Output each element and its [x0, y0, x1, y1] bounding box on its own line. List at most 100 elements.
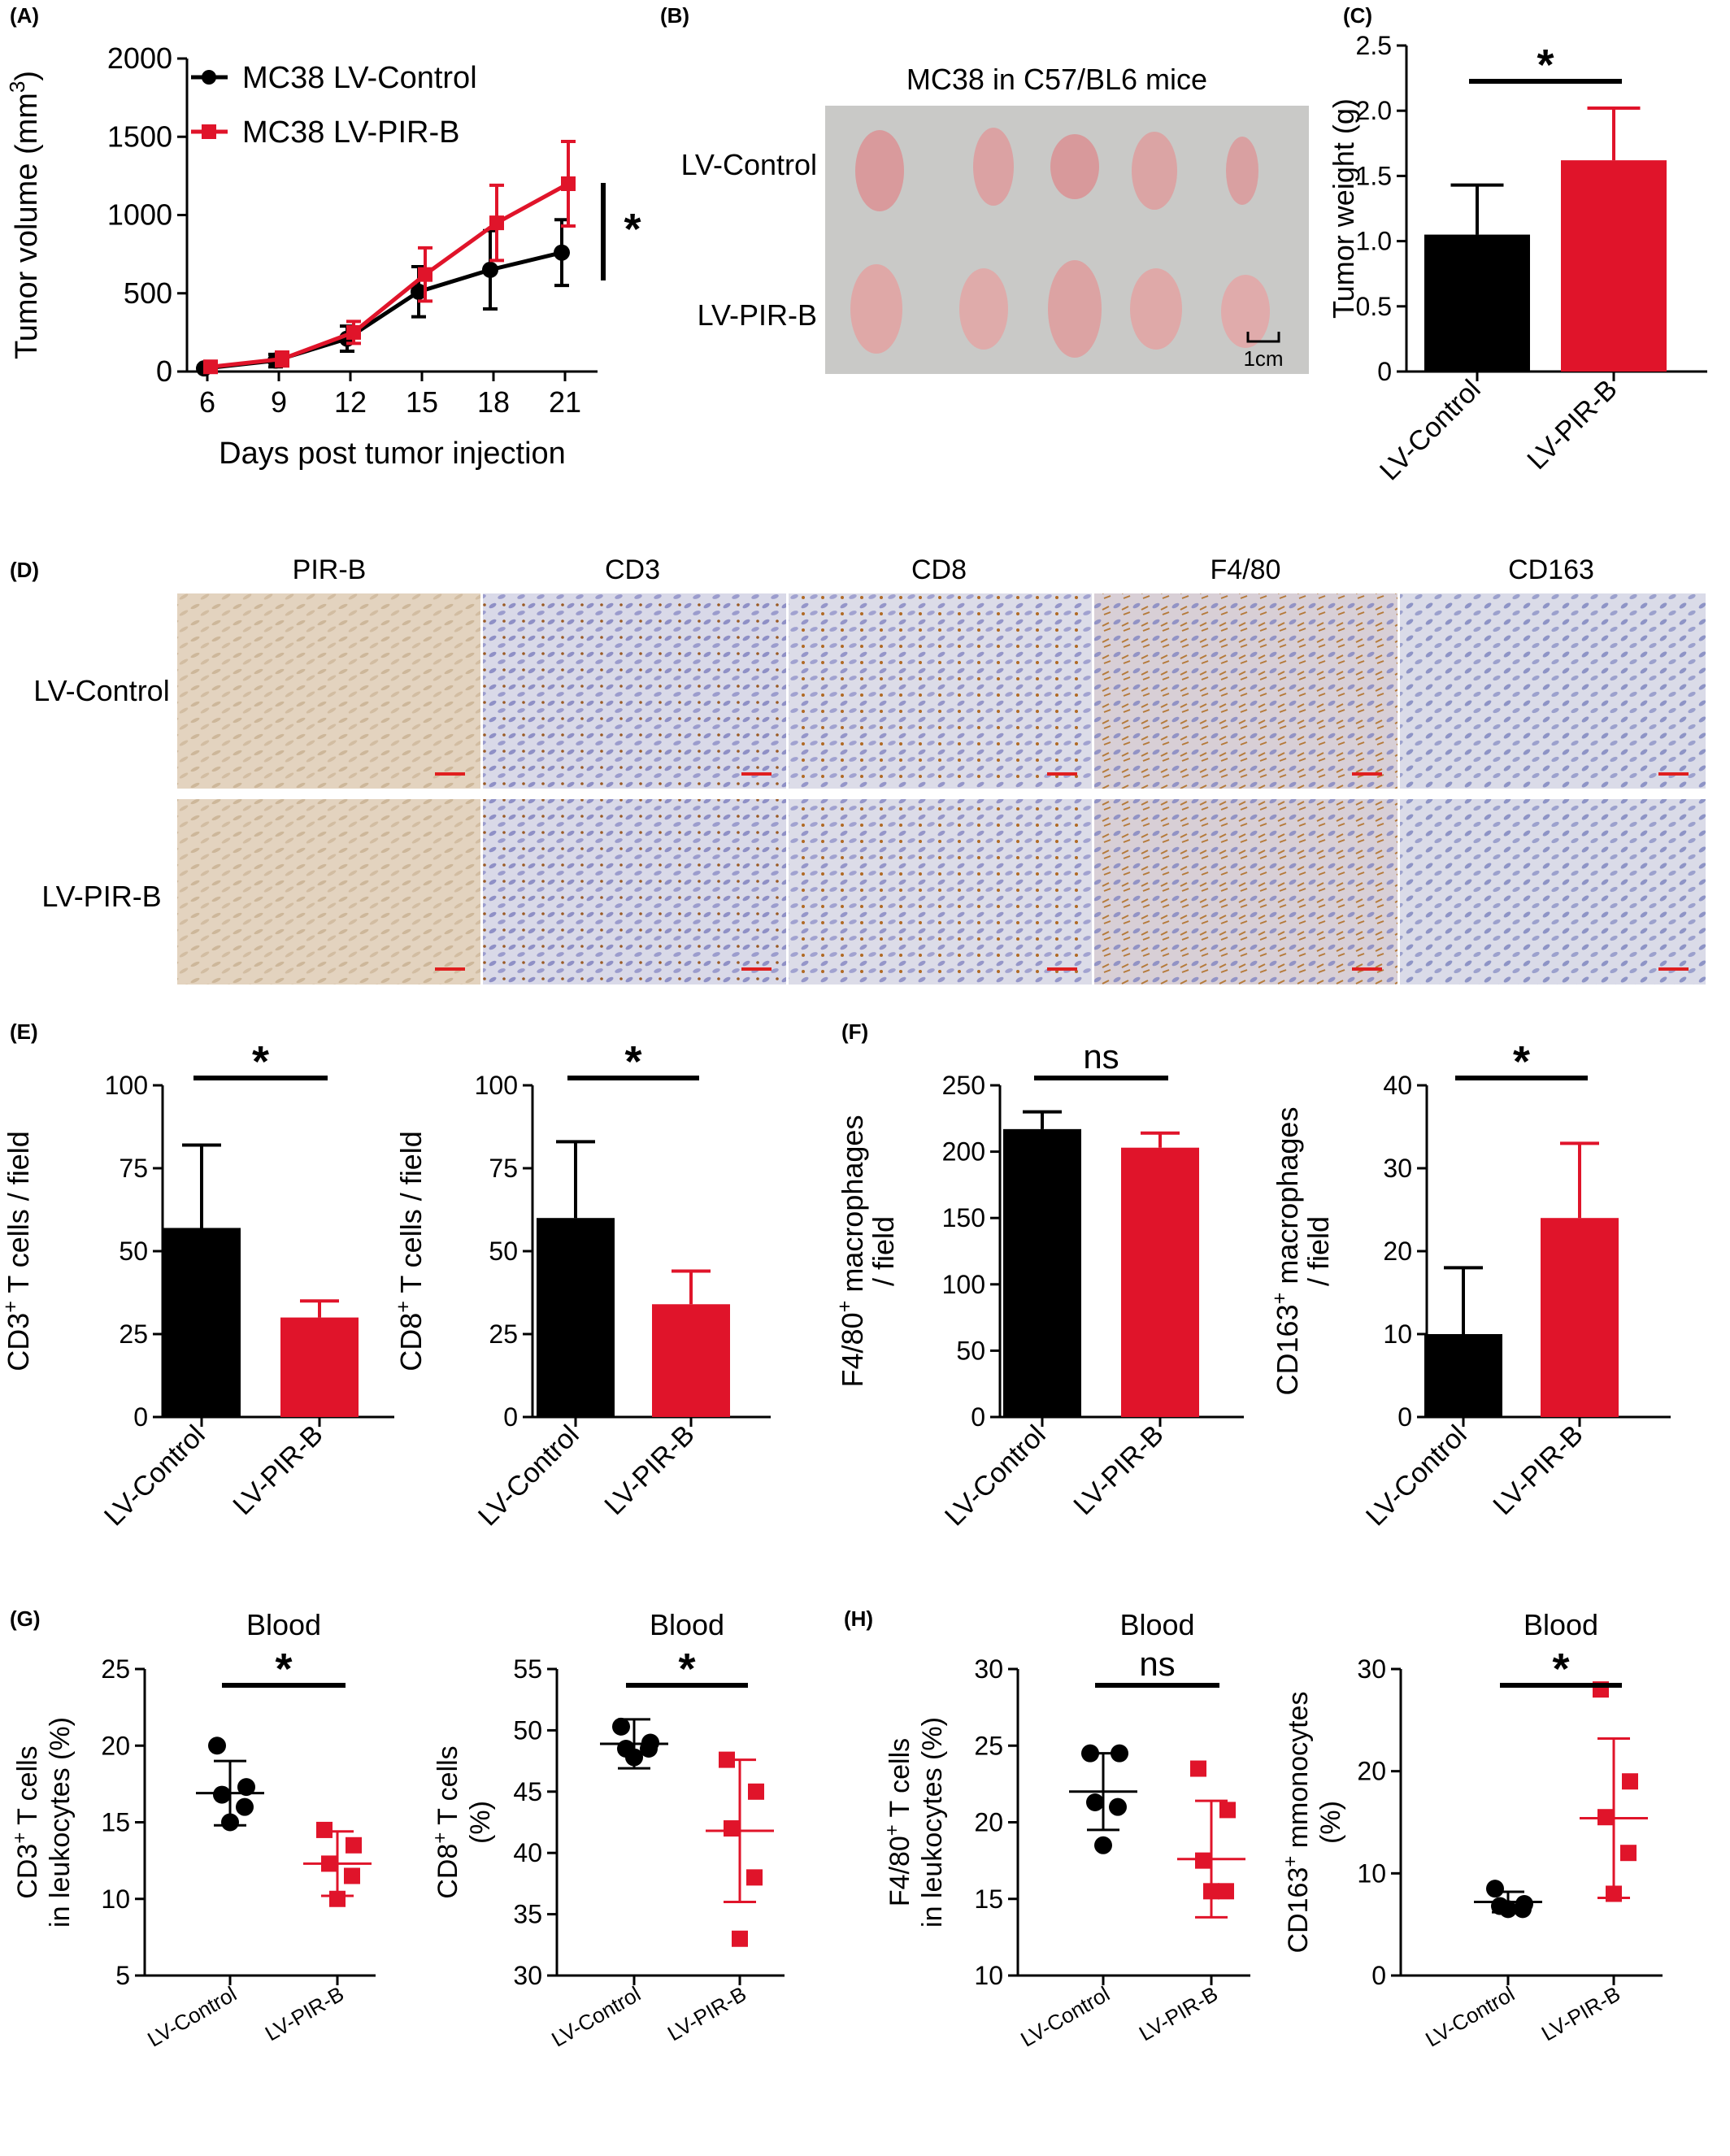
y-tick-label: 15 [101, 1808, 130, 1837]
y-tick-label: 30 [513, 1961, 542, 1990]
ihc-image-pirb-control [177, 593, 480, 789]
y-axis-label: CD8+ T cells / field [392, 1131, 428, 1371]
significance-label: * [678, 1645, 695, 1693]
x-tick-label: 9 [271, 385, 287, 419]
ihc-header-f480: F4/80 [1211, 554, 1281, 585]
chart-g1: 5 10 15 20 25 Blood LV-Control LV-PIR-B * CD3+ T … [9, 1608, 376, 2052]
y-tick-label: 1500 [107, 120, 172, 153]
y-tick-label: 25 [489, 1319, 518, 1349]
chart-title: Blood [1119, 1608, 1194, 1641]
y-tick-label: 0 [156, 354, 172, 388]
data-point-pirb [724, 1820, 740, 1837]
x-tick-label: LV-Control [143, 1981, 241, 2051]
y-tick-label: 2.5 [1356, 31, 1392, 60]
panel-tag-b: (B) [660, 3, 689, 28]
chart-e1: 0 25 50 75 100 LV-Control LV-PIR-B * CD3+ T cell… [0, 1037, 394, 1532]
data-point-control [625, 1748, 643, 1767]
data-point-pirb [316, 1821, 333, 1838]
data-point-pirb [329, 1890, 346, 1907]
x-tick-label: LV-Control [1360, 1419, 1473, 1532]
y-tick-label: 20 [1357, 1757, 1386, 1786]
y-tick-label: 55 [513, 1654, 542, 1684]
ihc-header-cd3: CD3 [605, 554, 660, 585]
data-point-control [612, 1717, 630, 1736]
y-tick-label: 10 [1357, 1858, 1386, 1888]
ihc-image-f480-control [1094, 593, 1397, 789]
x-tick-label: LV-Control [1016, 1981, 1114, 2051]
significance-label: ns [1083, 1037, 1119, 1076]
y-tick-label: 1000 [107, 198, 172, 232]
y-axis-label: CD3+ T cells [9, 1745, 44, 1898]
data-point-control [1514, 1900, 1532, 1919]
y-tick-label: 1.0 [1356, 227, 1392, 256]
x-tick-label: LV-PIR-B [1487, 1419, 1589, 1521]
ihc-image-cd3-pirb [483, 799, 786, 985]
data-point-pirb [1622, 1773, 1638, 1790]
data-point-pirb [1620, 1845, 1637, 1862]
bar-control [1003, 1128, 1081, 1417]
y-tick-label: 2000 [107, 41, 172, 75]
y-tick-label: 50 [956, 1336, 985, 1365]
data-point-pirb [746, 1869, 763, 1886]
tumor-photo-panel: MC38 in C57/BL6 mice LV-Control LV-PIR-B… [681, 63, 1309, 374]
data-point-pirb [748, 1783, 764, 1800]
y-axis-label: CD163+ mmonocytes [1280, 1692, 1315, 1954]
data-point-pirb [1218, 1883, 1234, 1900]
bar-pirb [1561, 160, 1667, 372]
panel-tag-a: (A) [10, 3, 39, 28]
ihc-image-cd8-pirb [789, 799, 1092, 985]
x-tick-label: LV-Control [472, 1419, 585, 1532]
scale-bracket [1246, 332, 1280, 343]
bar-pirb [1541, 1218, 1619, 1417]
y-axis-label: CD3+ T cells / field [0, 1131, 35, 1371]
data-point-control [236, 1797, 254, 1816]
ihc-row-label-control: LV-Control [33, 674, 169, 707]
y-axis-label: CD163+ macrophages [1268, 1107, 1304, 1396]
data-point-pirb [346, 1837, 362, 1854]
data-point [411, 283, 427, 300]
y-tick-label: 20 [974, 1808, 1003, 1837]
y-tick-label: 0 [1377, 357, 1392, 386]
data-point-pirb [1203, 1883, 1219, 1900]
panel-tag-c: (C) [1343, 3, 1372, 28]
data-point [418, 267, 432, 282]
chart-title: Blood [650, 1608, 724, 1641]
x-tick-label: LV-PIR-B [261, 1981, 348, 2045]
ihc-image-f480-pirb [1094, 799, 1397, 985]
ihc-image-cd163-control [1400, 593, 1706, 789]
tumor-specimens [850, 128, 1270, 358]
y-axis-label-line2: (%) [1315, 1801, 1346, 1844]
chart-f1: 0 50 100 150 200 250 LV-Control LV-PIR-B ns F4/80… [833, 1037, 1244, 1532]
data-point-control [1109, 1797, 1127, 1816]
data-point-pirb [1190, 1760, 1206, 1777]
y-tick-label: 75 [489, 1154, 518, 1183]
x-tick-label: LV-Control [1421, 1981, 1519, 2051]
data-point-control [1486, 1880, 1504, 1898]
y-tick-label: 0.5 [1356, 292, 1392, 321]
x-tick-label: LV-Control [939, 1419, 1052, 1532]
x-tick-label: LV-PIR-B [598, 1419, 700, 1521]
x-tick-label: 15 [406, 385, 438, 419]
data-point [346, 324, 361, 340]
y-tick-label: 15 [974, 1884, 1003, 1914]
significance-label: * [275, 1645, 292, 1693]
data-point-control [213, 1785, 231, 1804]
data-point-pirb [344, 1867, 360, 1884]
y-tick-label: 45 [513, 1777, 542, 1806]
x-tick-label: LV-PIR-B [1067, 1419, 1169, 1521]
data-point [203, 359, 218, 375]
ihc-header-cd163: CD163 [1508, 554, 1594, 585]
y-axis-label: Tumor volume (mm3) [5, 71, 44, 359]
y-tick-label: 40 [1383, 1071, 1412, 1100]
y-tick-label: 200 [942, 1137, 985, 1167]
x-axis-label: Days post tumor injection [219, 437, 566, 471]
y-tick-label: 0 [971, 1402, 985, 1432]
data-point [489, 215, 504, 231]
series-line-pirb [210, 181, 570, 369]
bar-control [537, 1218, 615, 1417]
panel-tag-f: (F) [841, 1019, 868, 1044]
panel-tag-e: (E) [10, 1019, 38, 1044]
y-tick-label: 50 [119, 1237, 148, 1266]
data-point-control [221, 1813, 239, 1832]
data-point [482, 261, 498, 278]
